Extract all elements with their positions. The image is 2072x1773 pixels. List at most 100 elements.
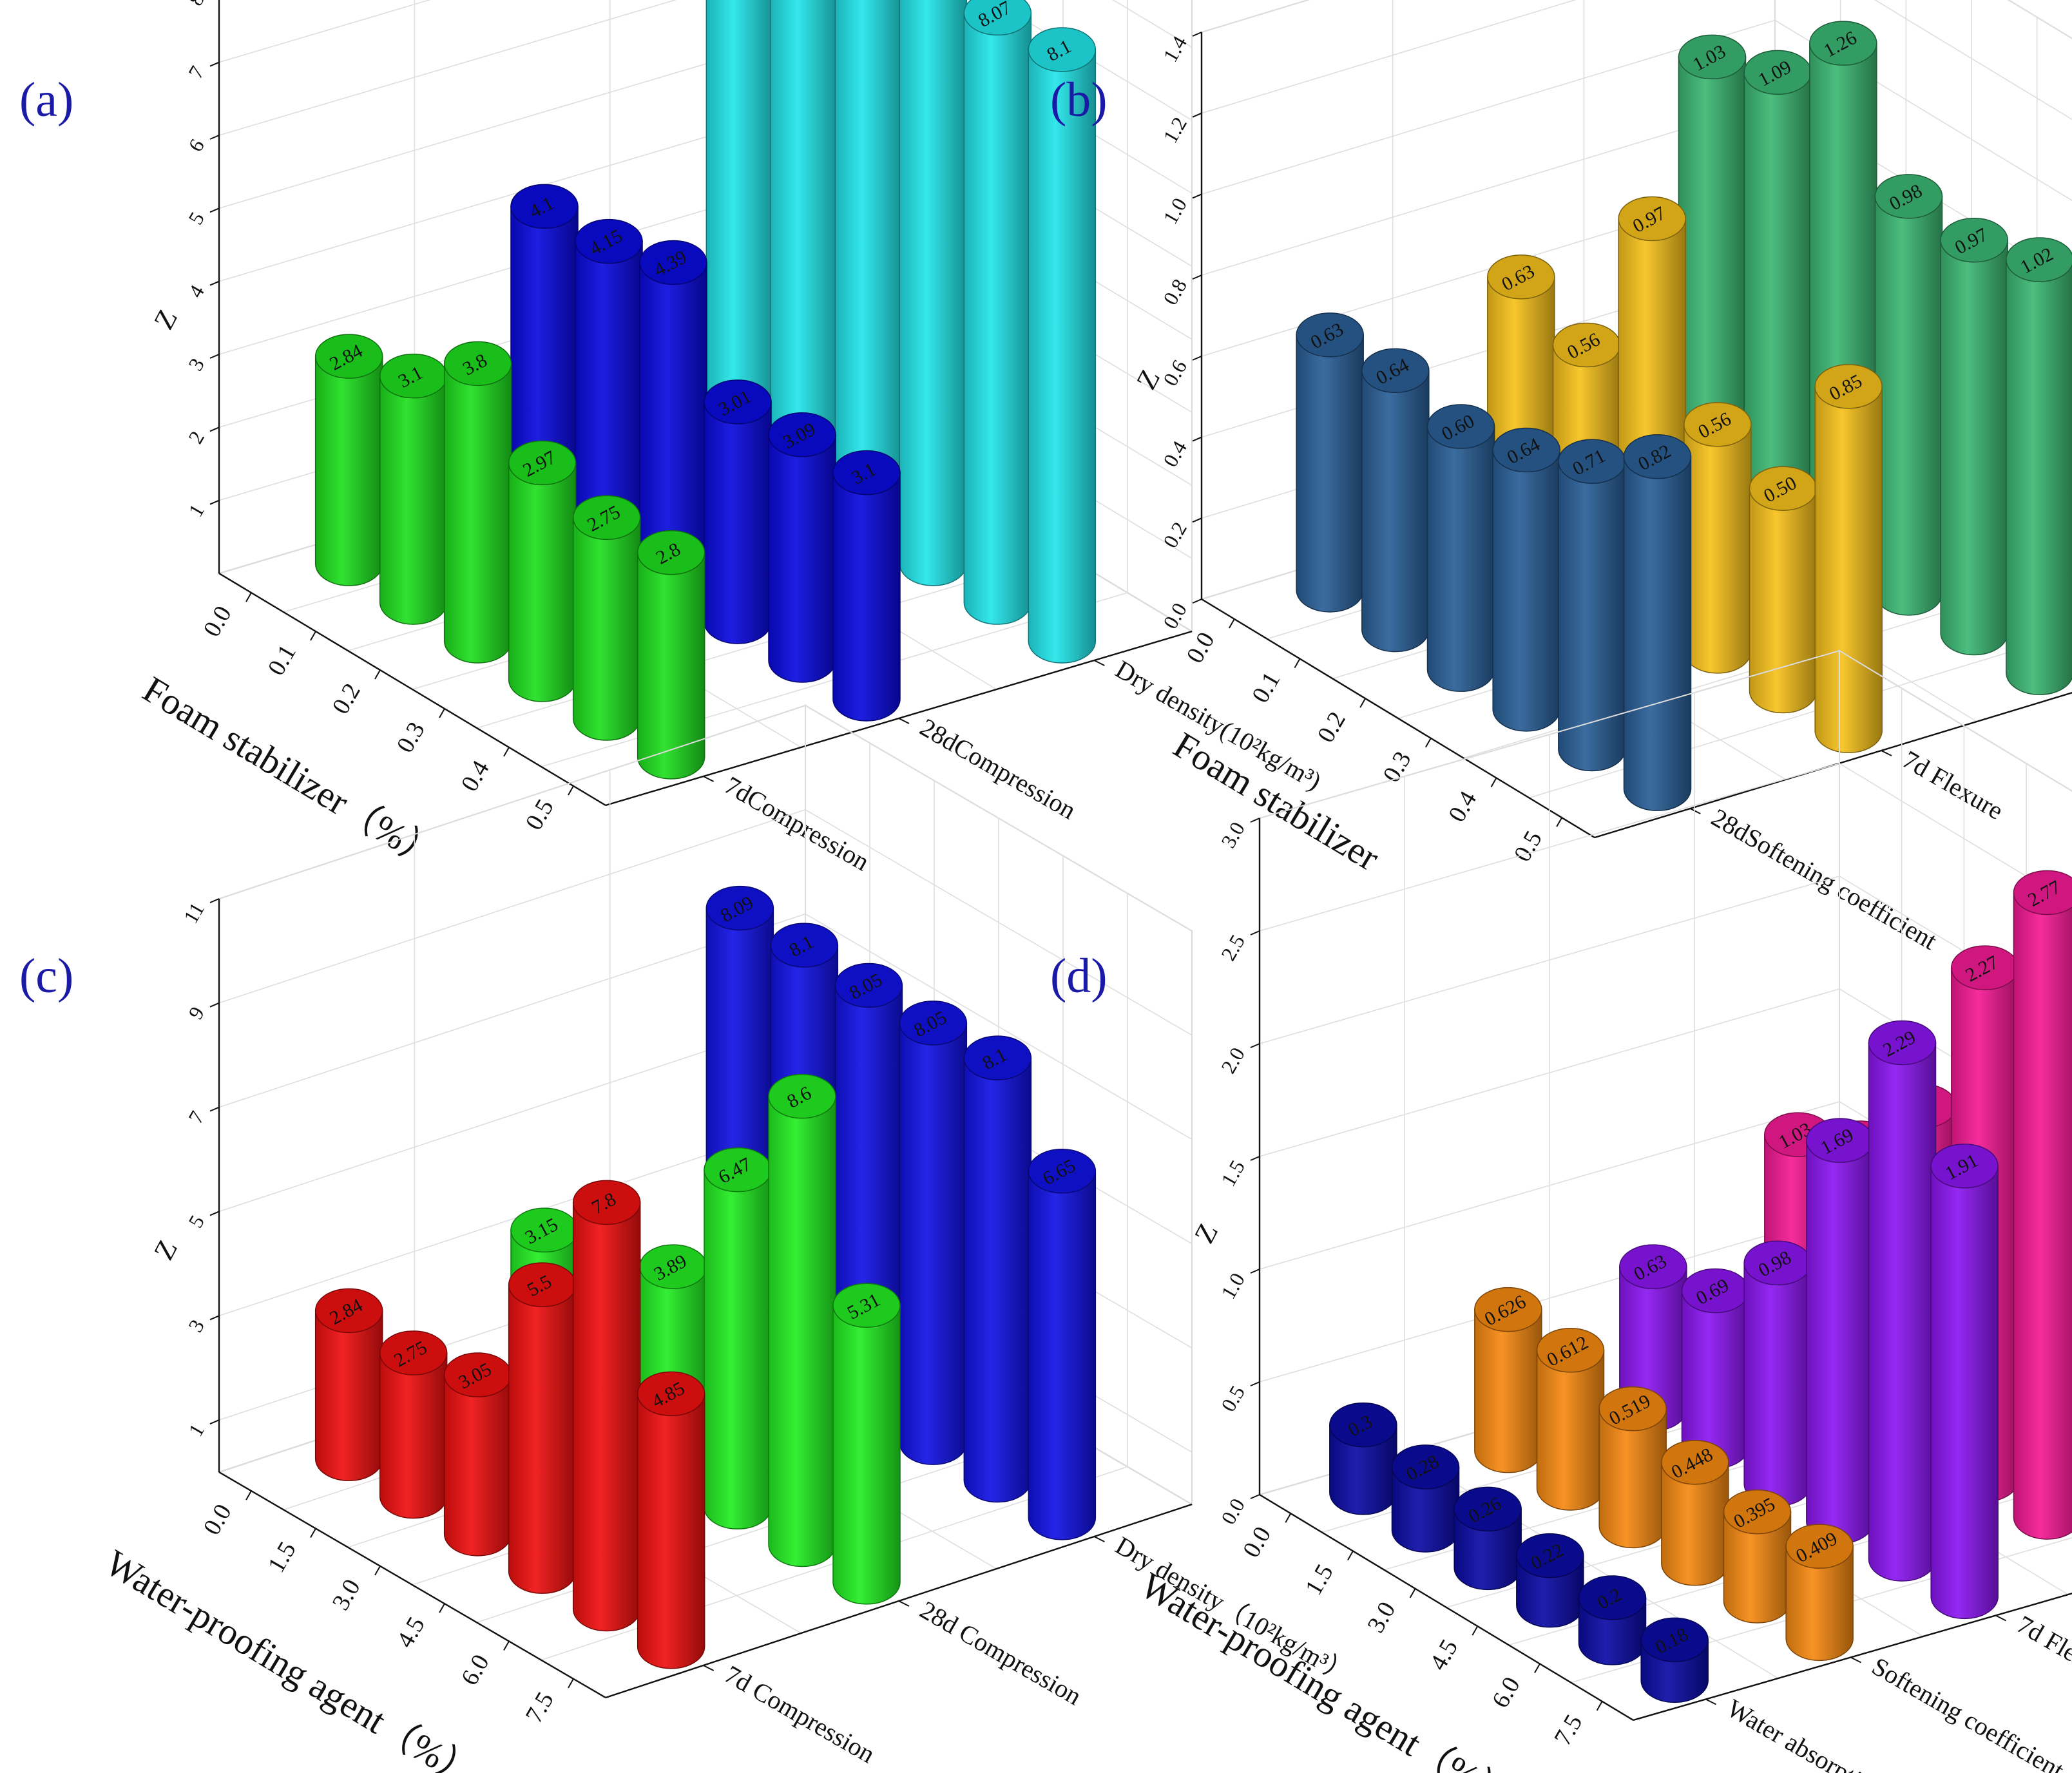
bar-top <box>1678 34 1747 80</box>
bar-28dcompression: 4.15 <box>575 218 643 567</box>
bar-top <box>1426 404 1495 449</box>
bar-top <box>834 963 903 1008</box>
bar-top <box>1874 174 1943 219</box>
z-tick-label: 1 <box>184 500 209 521</box>
x-tick-mark <box>374 669 381 680</box>
z-tick-label: 2.5 <box>1216 931 1249 965</box>
x-axis-line <box>218 1471 606 1699</box>
x-tick-mark <box>439 708 445 718</box>
bar-28dsoftening-coefficient: 0.64 <box>1492 427 1560 732</box>
bar-body <box>637 551 705 780</box>
y-tick-mark <box>1850 1656 1861 1663</box>
bar-top <box>572 495 641 541</box>
bar-body <box>1361 370 1430 653</box>
bar-body <box>1749 488 1818 714</box>
series-label: 7dCompression <box>720 771 874 877</box>
bar-28d-flexure: 2.77 <box>2013 870 2072 1540</box>
z-tick-label: 0.2 <box>1158 518 1191 552</box>
x-tick-mark <box>374 1566 381 1576</box>
bar-7dcompression: 3.8 <box>443 341 512 664</box>
bar-top <box>314 334 383 379</box>
x-tick-label: 0.2 <box>327 679 366 719</box>
bar-body <box>704 401 772 644</box>
z-tick-mark <box>1250 818 1260 823</box>
z-tick-label: 1.4 <box>1158 32 1191 66</box>
bar-top <box>1930 1144 1999 1189</box>
bar-top <box>1453 1486 1522 1532</box>
bar-top <box>1329 1402 1397 1448</box>
bar-water-absorption-rate: 0.2 <box>1578 1575 1647 1665</box>
x-tick-label: 3.0 <box>327 1575 366 1615</box>
bar-7dcompression: 2.97 <box>508 440 577 702</box>
bar-softening-coefficient: 0.395 <box>1723 1490 1792 1624</box>
bar-softening-coefficient: 0.519 <box>1598 1386 1667 1549</box>
z-tick-label: 3 <box>184 354 209 375</box>
x-tick-mark <box>310 1528 316 1538</box>
z-tick-mark <box>209 280 220 286</box>
bar-water-absorption-rate: 0.22 <box>1516 1533 1584 1628</box>
bar-body <box>1558 461 1626 772</box>
x-tick-mark <box>245 1490 252 1500</box>
x-tick-mark <box>1359 698 1367 708</box>
bar-body <box>314 356 383 586</box>
bar-top <box>572 1180 641 1225</box>
z-tick-mark <box>1192 193 1202 199</box>
z-tick-label: 4 <box>184 281 209 302</box>
x-tick-label: 0.3 <box>1378 747 1417 787</box>
series-label: 7d Flexure <box>2012 1609 2072 1690</box>
series-label: 28dCompression <box>916 713 1081 825</box>
x-axis-title: Foam stabilizer（%） <box>136 668 446 877</box>
z-tick-label: 1.2 <box>1158 113 1191 147</box>
x-tick-mark <box>1347 1551 1354 1560</box>
bar-7d-flexure: 0.85 <box>1814 364 1883 753</box>
bar-top <box>1028 27 1097 72</box>
bar-top <box>1809 21 1877 66</box>
bar-28dsoftening-coefficient: 0.63 <box>1296 312 1364 613</box>
y-axis-line <box>1633 1593 2072 1721</box>
bar-28dcompression: 3.09 <box>768 412 836 683</box>
bar-top <box>1640 1617 1709 1663</box>
x-tick-mark <box>1409 1588 1416 1598</box>
z-tick-label: 1 <box>184 1420 209 1441</box>
z-tick-label: 0.0 <box>1216 1495 1249 1529</box>
z-tick-label: 1.0 <box>1158 194 1191 228</box>
y-tick-mark <box>1093 660 1105 666</box>
series-label: Water absorption rate <box>1722 1693 1928 1773</box>
x-tick-label: 4.5 <box>392 1613 430 1653</box>
bar-top <box>963 1035 1032 1080</box>
bar-body <box>2006 259 2072 695</box>
bar-top <box>1723 1490 1792 1535</box>
bar-top <box>1814 364 1883 409</box>
x-tick-mark <box>1534 1663 1540 1673</box>
bar-body <box>637 1393 705 1669</box>
x-axis-title: Water-proofing agent（%） <box>1133 1564 1519 1773</box>
bar-body <box>1743 1262 1812 1507</box>
bars: 8.098.18.058.058.16.653.153.173.896.478.… <box>314 885 1097 1669</box>
bar-top <box>1785 1524 1854 1569</box>
bar-body <box>768 434 836 683</box>
bar-top <box>1619 1244 1687 1289</box>
bar-top <box>508 440 577 486</box>
bar-body <box>1296 334 1364 613</box>
x-tick-label: 0.5 <box>521 795 559 835</box>
z-tick-mark <box>1192 32 1202 37</box>
z-tick-label: 9 <box>184 1002 209 1023</box>
bar-28d-compression: 8.6 <box>768 1073 836 1567</box>
z-tick-mark <box>209 426 220 432</box>
bar-top <box>963 0 1032 36</box>
y-tick-mark <box>1093 1536 1105 1542</box>
bar-28dsoftening-coefficient: 0.71 <box>1558 439 1626 772</box>
bar-top <box>1361 348 1430 393</box>
z-tick-label: 2.0 <box>1216 1044 1249 1078</box>
z-tick-label: 0.4 <box>1158 437 1191 471</box>
z-tick-label: 0.5 <box>1216 1382 1249 1416</box>
x-tick-label: 0.4 <box>456 756 495 796</box>
z-tick-mark <box>209 207 220 213</box>
x-tick-label: 1.5 <box>1300 1560 1339 1600</box>
x-tick-mark <box>568 1678 574 1689</box>
bar-top <box>1536 1328 1605 1373</box>
bar-28dsoftening-coefficient: 0.64 <box>1361 348 1430 653</box>
x-tick-mark <box>1228 618 1235 629</box>
bar-body <box>379 375 448 625</box>
bar-28dcompression: 3.01 <box>704 379 772 644</box>
